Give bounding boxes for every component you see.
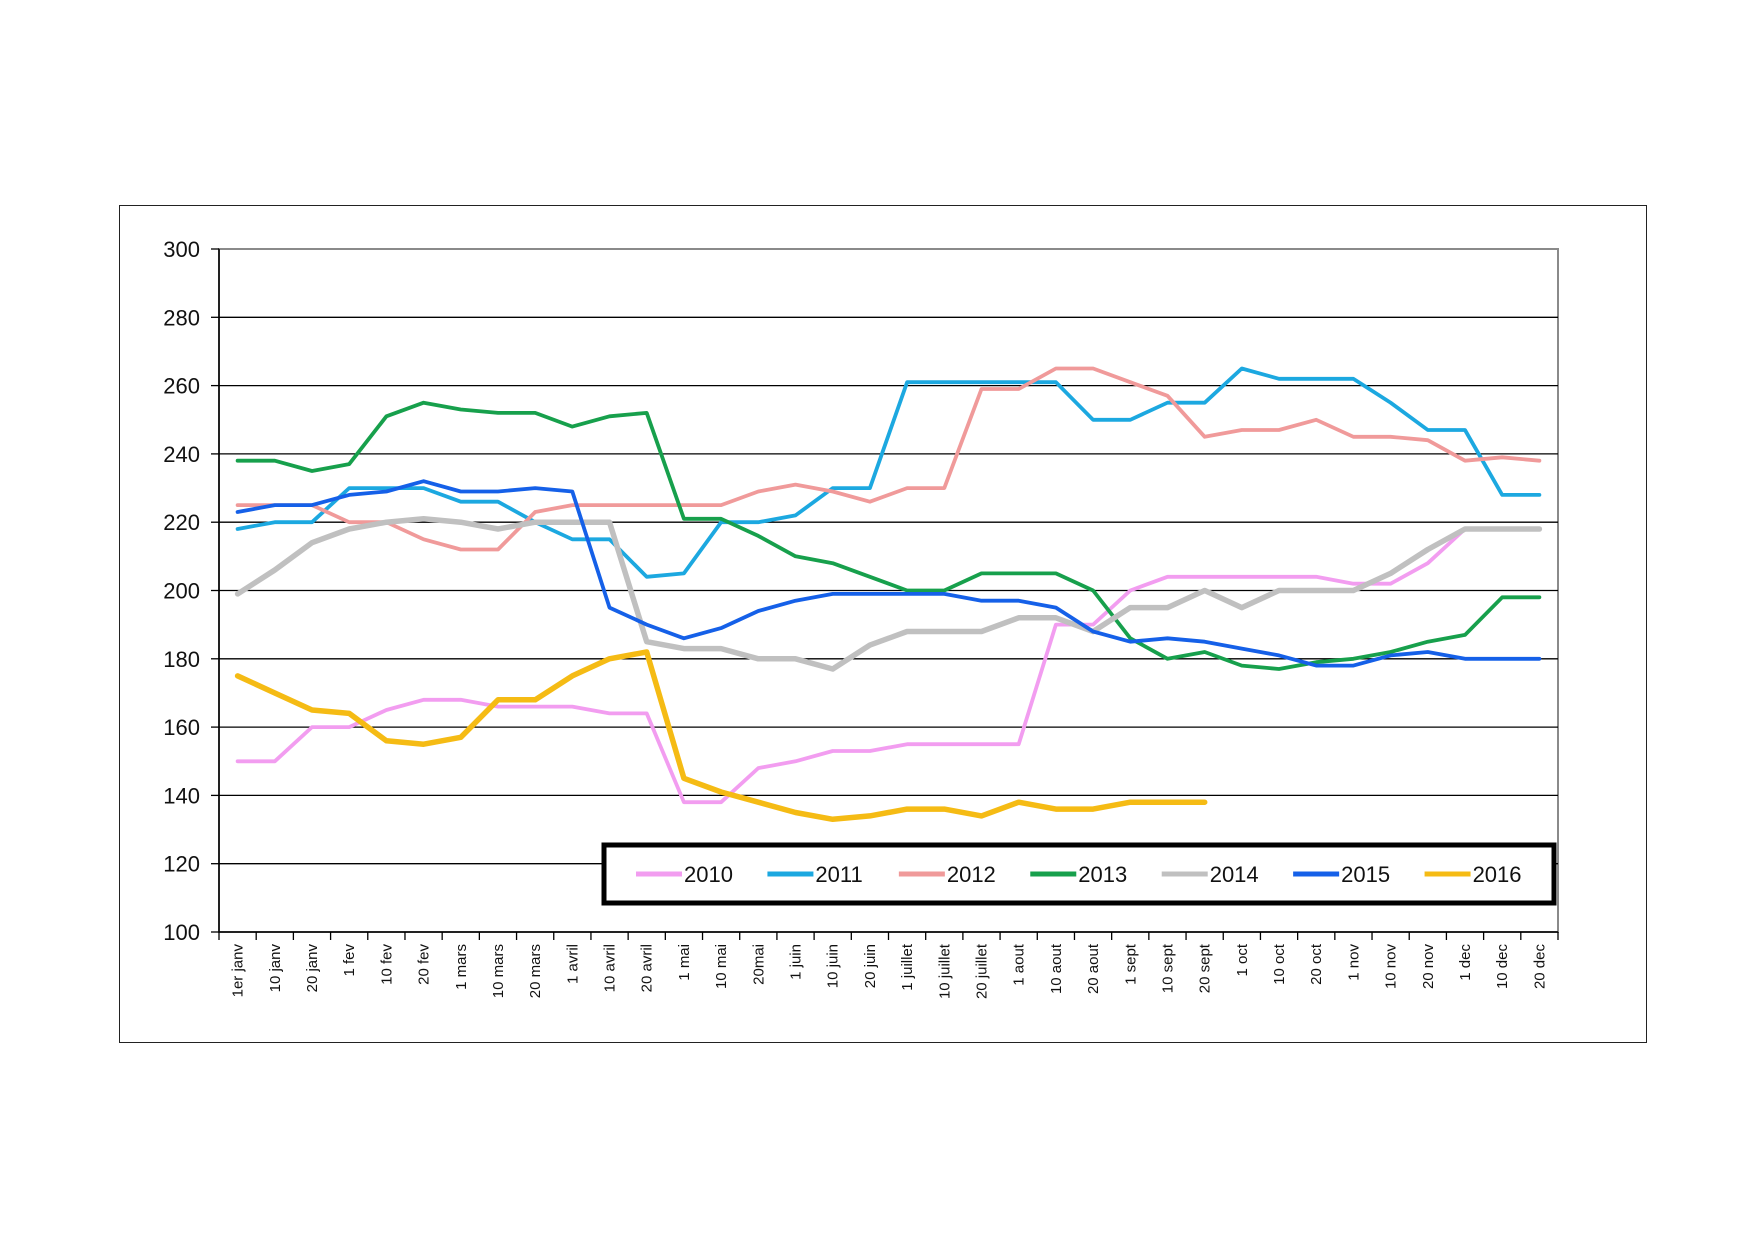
axes: 100 120 140 160 180 200 220 240 260 280 300 1er jan…: [163, 237, 1559, 999]
legend: 2010 2011 2012 2013 2014 2015 2016: [601, 842, 1557, 906]
series-line-2014: [234, 516, 1543, 672]
ytick-label-200: 200: [163, 579, 200, 604]
xtick-label: 20 dec: [1531, 944, 1548, 990]
xtick-label: 1er janv: [230, 944, 247, 998]
ytick-label-140: 140: [163, 783, 200, 808]
series-line-2012: [235, 366, 1542, 552]
line-chart: 100 120 140 160 180 200 220 240 260 280 300 1er jan…: [163, 237, 1559, 999]
legend-label-2012: 2012: [947, 862, 996, 887]
xtick-label: 10 janv: [267, 944, 284, 993]
xtick-label: 20 janv: [304, 944, 321, 993]
series-line-2010: [235, 527, 1542, 805]
xtick-label: 1 oct: [1234, 943, 1251, 976]
xtick-label: 10 mai: [713, 944, 730, 989]
xtick-label: 10 avril: [602, 944, 619, 992]
legend-box: [601, 842, 1557, 906]
xtick-label: 20 fev: [416, 944, 433, 985]
legend-label-2010: 2010: [684, 862, 733, 887]
ytick-label-260: 260: [163, 374, 200, 399]
xtick-label: 20 sept: [1197, 943, 1214, 993]
xtick-label: 1 juillet: [899, 943, 916, 991]
xtick-label: 10 fev: [378, 944, 395, 985]
legend-label-2016: 2016: [1473, 862, 1522, 887]
xtick-label: 1 sept: [1122, 943, 1139, 985]
xtick-label: 20 juin: [862, 944, 879, 988]
ytick-label-120: 120: [163, 852, 200, 877]
xtick-label: 10 dec: [1494, 944, 1511, 990]
legend-label-2014: 2014: [1210, 862, 1259, 887]
xtick-label: 10 aout: [1048, 943, 1065, 994]
ytick-label-100: 100: [163, 920, 200, 945]
series-line-2015: [235, 479, 1542, 668]
series-line-2016: [234, 649, 1208, 823]
legend-label-2011: 2011: [815, 862, 862, 887]
xtick-label: 20 oct: [1308, 943, 1325, 985]
legend-label-2015: 2015: [1341, 862, 1390, 887]
xtick-label: 20 juillet: [973, 943, 990, 999]
xtick-label: 10 nov: [1383, 944, 1400, 990]
xtick-label: 20 nov: [1420, 944, 1437, 990]
ytick-label-240: 240: [163, 442, 200, 467]
ytick-label-280: 280: [163, 305, 200, 330]
series-lines: [234, 366, 1543, 823]
ytick-label-300: 300: [163, 237, 200, 262]
xtick-label: 10 mars: [490, 944, 507, 998]
xtick-label: 1 mars: [453, 944, 470, 990]
series-line-2013: [235, 400, 1542, 671]
xtick-label: 10 oct: [1271, 943, 1288, 985]
series-line-2011: [235, 366, 1542, 579]
chart-frame: 100 120 140 160 180 200 220 240 260 280 300 1er jan…: [119, 205, 1647, 1043]
xtick-label: 1 aout: [1011, 943, 1028, 986]
ytick-label-220: 220: [163, 510, 200, 535]
xtick-label: 1 mai: [676, 944, 693, 981]
xtick-label: 1 nov: [1345, 944, 1362, 981]
xtick-label: 20 avril: [639, 944, 656, 992]
xtick-label: 20mai: [750, 944, 767, 985]
xtick-label: 20 aout: [1085, 943, 1102, 994]
xtick-label: 10 juillet: [936, 943, 953, 999]
xtick-label: 1 avril: [564, 944, 581, 984]
ytick-label-160: 160: [163, 715, 200, 740]
xtick-label: 10 sept: [1159, 943, 1176, 993]
xtick-label: 1 juin: [788, 944, 805, 980]
xtick-label: 1 fev: [341, 944, 358, 977]
xtick-label: 10 juin: [825, 944, 842, 988]
ytick-label-180: 180: [163, 647, 200, 672]
xtick-label: 1 dec: [1457, 944, 1474, 981]
legend-label-2013: 2013: [1078, 862, 1127, 887]
xtick-label: 20 mars: [527, 944, 544, 998]
